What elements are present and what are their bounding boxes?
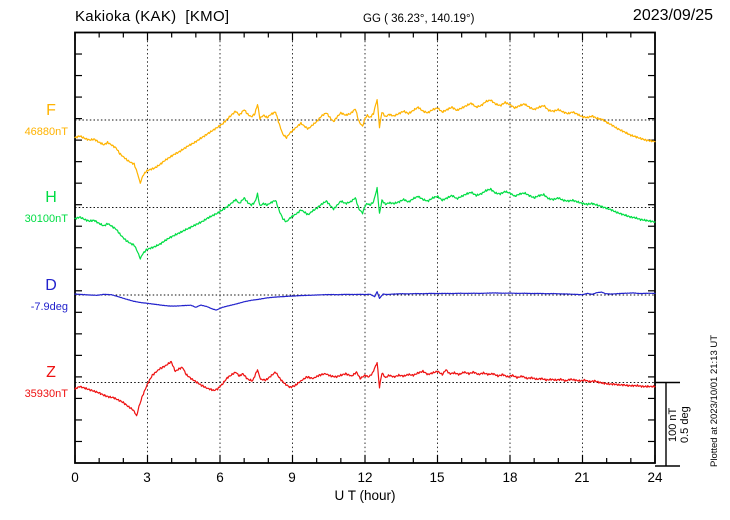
x-tick-label-12: 12 (357, 470, 373, 485)
station-title: Kakioka (KAK) [KMO] (75, 8, 230, 25)
channel-label-f: F (46, 102, 56, 119)
x-tick-label-9: 9 (288, 470, 296, 485)
x-axis-label: U T (hour) (334, 488, 396, 503)
scale-bar-nt-label: 100 nT (667, 407, 679, 442)
x-tick-label-3: 3 (143, 470, 151, 485)
x-tick-label-0: 0 (71, 470, 79, 485)
x-tick-label-15: 15 (429, 470, 445, 485)
plotted-at-note: Plotted at 2023/10/01 21:13 UT (709, 334, 720, 467)
channel-value-f: 46880nT (24, 126, 68, 138)
x-tick-label-24: 24 (647, 470, 663, 485)
plot-date: 2023/09/25 (632, 7, 713, 24)
x-tick-label-21: 21 (574, 470, 590, 485)
scale-bar-deg-label: 0.5 deg (679, 406, 691, 443)
channel-value-d: -7.9deg (30, 301, 68, 313)
x-tick-label-6: 6 (216, 470, 224, 485)
channel-value-z: 35930nT (24, 388, 68, 400)
x-tick-label-18: 18 (502, 470, 518, 485)
channel-label-h: H (45, 189, 57, 206)
geographic-coords: GG ( 36.23°, 140.19°) (363, 13, 475, 25)
channel-value-h: 30100nT (24, 213, 68, 225)
channel-label-z: Z (46, 364, 56, 381)
channel-label-d: D (45, 277, 57, 294)
